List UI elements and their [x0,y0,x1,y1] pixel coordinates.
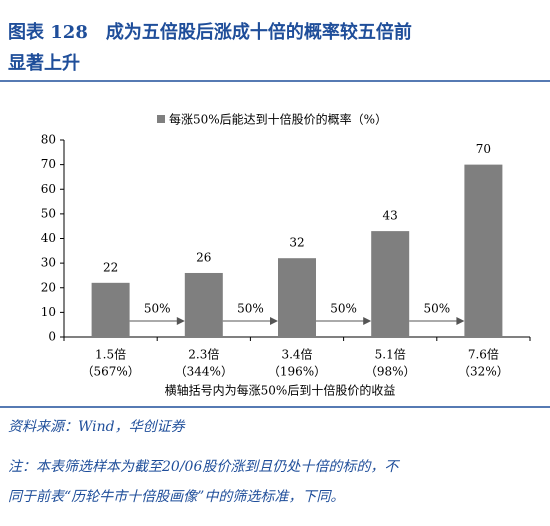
note: 同于前表“历轮牛市十倍股画像”中的筛选标准，下同。 [8,489,344,505]
value-label: 70 [476,142,491,156]
arrow-head [456,317,465,325]
title: 显著上升 [8,52,80,74]
x-tick-label: 1.5倍 [95,347,126,362]
value-label: 43 [383,209,398,223]
legend-swatch [157,115,165,123]
value-label: 32 [289,236,304,250]
x-tick-label: 2.3倍 [188,347,219,362]
value-label: 26 [196,250,211,264]
x-tick-label: 5.1倍 [375,347,406,362]
source: 资料来源：Wind，华创证券 [8,419,186,435]
arrow-label: 50% [423,302,450,316]
bar [464,164,503,337]
y-tick-label: 60 [41,182,56,196]
x-tick-note: （567%） [81,365,139,379]
x-tick-note: （196%） [268,365,326,379]
x-tick-label: 7.6倍 [468,347,499,362]
arrow-label: 50% [330,302,357,316]
arrow-head [270,317,278,325]
x-tick-note: （98%） [365,365,416,379]
bar [371,231,410,337]
x-tick-note: （32%） [458,365,509,379]
y-tick-label: 40 [41,231,56,245]
x-tick-label: 3.4倍 [281,347,312,362]
arrow-label: 50% [237,302,264,316]
value-label: 22 [103,260,118,274]
arrow-label: 50% [144,302,171,316]
arrow-head [363,317,372,325]
y-tick-label: 50 [41,206,56,220]
bar [91,282,130,337]
x-label: 横轴括号内为每涨50%后到十倍股价的收益 [165,383,396,398]
arrow-head [176,317,185,325]
note: 注：本表筛选样本为截至20/06股价涨到且仍处十倍的标的，不 [8,459,400,475]
x-tick-note: （344%） [175,365,233,379]
title: 图表 128 成为五倍股后涨成十倍的概率较五倍前 [8,21,412,43]
y-tick-label: 80 [41,133,56,147]
y-tick-label: 10 [41,305,56,319]
legend-label: 每涨50%后能达到十倍股价的概率（%） [169,112,387,127]
y-tick-label: 70 [41,157,56,171]
bar [278,258,316,337]
y-tick-label: 0 [48,330,56,344]
y-tick-label: 20 [41,280,56,294]
y-tick-label: 30 [41,256,56,270]
bar [184,272,223,337]
